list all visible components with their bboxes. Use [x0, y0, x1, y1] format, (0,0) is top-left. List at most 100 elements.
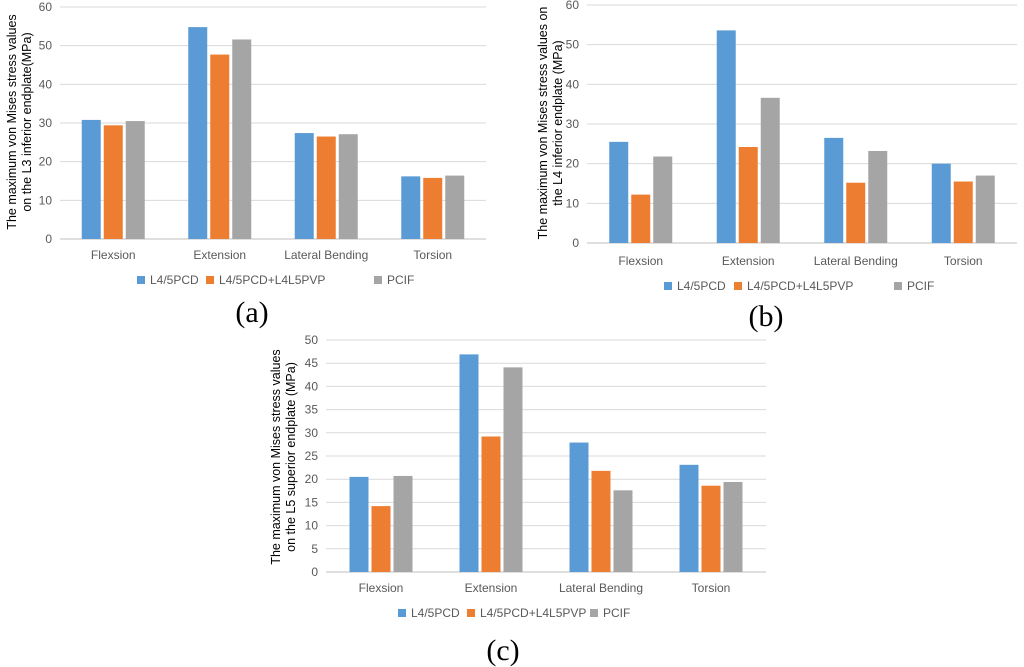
legend-label: L4/5PCD+L4L5PVP [747, 279, 853, 293]
y-tick-label: 20 [39, 155, 53, 169]
legend-label: L4/5PCD [677, 279, 726, 293]
bar-l4-5pcd-l4l5pvp-2 [482, 437, 501, 572]
bar-l4-5pcd-4 [680, 465, 699, 572]
x-category-label: Lateral Bending [814, 254, 898, 268]
legend: L4/5PCD L4/5PCD+L4L5PVP PCIF [137, 273, 414, 287]
y-axis-label-line: The maximum von Mises stress values on [536, 7, 550, 240]
y-tick-label: 0 [311, 565, 318, 579]
bar-l4-5pcd-1 [350, 477, 369, 572]
bar-l4-5pcd-2 [717, 30, 736, 243]
bar-pcif-4 [724, 482, 743, 572]
y-tick-label: 50 [39, 39, 53, 53]
y-tick-label: 45 [305, 356, 319, 370]
y-tick-label: 10 [305, 519, 319, 533]
legend-label: PCIF [907, 279, 934, 293]
y-tick-label: 50 [305, 333, 319, 347]
legend-label: L4/5PCD+L4L5PVP [219, 273, 325, 287]
y-axis-label-line: The maximum von Mises stress values [269, 349, 283, 564]
y-axis-label: The maximum von Mises stress values on th… [269, 349, 298, 564]
y-axis-label-line: on the L5 superior endplate (MPa) [284, 362, 298, 552]
x-category-label: Lateral Bending [284, 248, 368, 262]
y-tick-label: 40 [305, 379, 319, 393]
bar-l4-5pcd-l4l5pvp-2 [739, 147, 758, 243]
x-category-label: Extension [465, 581, 518, 595]
bar-l4-5pcd-l4l5pvp-4 [954, 182, 973, 243]
bar-pcif-2 [761, 98, 780, 243]
bar-l4-5pcd-l4l5pvp-3 [846, 183, 865, 243]
y-tick-label: 40 [39, 77, 53, 91]
legend-label: L4/5PCD [150, 273, 199, 287]
x-category-label: Flexsion [91, 248, 136, 262]
y-axis-label: The maximum von Mises stress values on th… [536, 7, 565, 240]
y-tick-label: 0 [45, 232, 52, 246]
bar-l4-5pcd-3 [570, 443, 589, 572]
panel-label: (a) [235, 296, 268, 329]
x-category-label: Torsion [413, 248, 452, 262]
bar-l4-5pcd-1 [82, 120, 101, 239]
bar-pcif-1 [394, 476, 413, 572]
bar-pcif-3 [868, 151, 887, 243]
bar-l4-5pcd-2 [460, 354, 479, 572]
x-category-label: Extension [722, 254, 775, 268]
y-tick-label: 20 [305, 472, 319, 486]
bar-l4-5pcd-l4l5pvp-3 [317, 137, 336, 239]
bar-l4-5pcd-3 [824, 138, 843, 243]
chart-panel-1: 0 10 20 30 40 50 60 Flexsion Extension Lateral Be… [5, 0, 486, 329]
bar-pcif-4 [976, 176, 995, 243]
bar-pcif-3 [339, 134, 358, 239]
y-tick-label: 25 [305, 449, 319, 463]
x-category-label: Flexsion [618, 254, 663, 268]
legend-swatch [137, 276, 145, 284]
bar-l4-5pcd-l4l5pvp-1 [631, 195, 650, 243]
legend-swatch [734, 282, 742, 290]
y-tick-label: 50 [566, 38, 580, 52]
bar-l4-5pcd-1 [609, 142, 628, 243]
y-tick-label: 10 [566, 196, 580, 210]
y-tick-label: 35 [305, 403, 319, 417]
y-axis-label-line: The maximum von Mises stress values [5, 14, 19, 229]
legend-label: L4/5PCD+L4L5PVP [480, 606, 586, 620]
bar-l4-5pcd-3 [295, 133, 314, 239]
y-axis-label: The maximum von Mises stress values on th… [5, 14, 34, 229]
legend-swatch [894, 282, 902, 290]
y-tick-label: 60 [566, 0, 580, 12]
legend-swatch [664, 282, 672, 290]
bar-pcif-2 [232, 39, 251, 239]
y-axis-label-line: the L4 inferior endplate (MPa) [551, 40, 565, 205]
y-tick-label: 20 [566, 157, 580, 171]
legend-label: L4/5PCD [411, 606, 460, 620]
bar-l4-5pcd-l4l5pvp-1 [372, 506, 391, 572]
y-tick-label: 30 [566, 117, 580, 131]
x-category-label: Extension [193, 248, 246, 262]
legend: L4/5PCD L4/5PCD+L4L5PVP PCIF [398, 606, 630, 620]
bar-l4-5pcd-4 [932, 164, 951, 243]
y-tick-label: 60 [39, 0, 53, 14]
x-category-label: Torsion [944, 254, 983, 268]
bar-l4-5pcd-l4l5pvp-1 [104, 125, 123, 239]
figure: 0102030405060Flexsion Extension Lateral Be… [0, 0, 1024, 667]
y-tick-label: 30 [39, 116, 53, 130]
bar-pcif-2 [504, 367, 523, 572]
y-tick-label: 10 [39, 193, 53, 207]
x-category-label: Torsion [692, 581, 731, 595]
bar-pcif-3 [614, 490, 633, 572]
bar-l4-5pcd-l4l5pvp-4 [423, 178, 442, 239]
y-tick-label: 15 [305, 495, 319, 509]
y-tick-label: 5 [311, 542, 318, 556]
panel-label: (c) [486, 634, 519, 667]
legend-swatch [467, 609, 475, 617]
bar-l4-5pcd-2 [188, 27, 207, 239]
y-tick-label: 0 [572, 236, 579, 250]
legend: L4/5PCD L4/5PCD+L4L5PVP PCIF [664, 279, 934, 293]
chart-panel-2: 0 10 20 30 40 50 60 Flexsion Extension Lateral Be… [536, 0, 1017, 333]
bar-pcif-1 [653, 157, 672, 243]
bar-pcif-1 [126, 121, 145, 239]
y-axis-label-line: on the L3 inferior endplate(MPa) [20, 32, 34, 211]
legend-swatch [206, 276, 214, 284]
bar-l4-5pcd-4 [401, 176, 420, 239]
panel-label: (b) [749, 300, 784, 333]
bar-l4-5pcd-l4l5pvp-3 [592, 471, 611, 572]
legend-swatch [398, 609, 406, 617]
y-tick-label: 40 [566, 77, 580, 91]
y-tick-label: 30 [305, 426, 319, 440]
